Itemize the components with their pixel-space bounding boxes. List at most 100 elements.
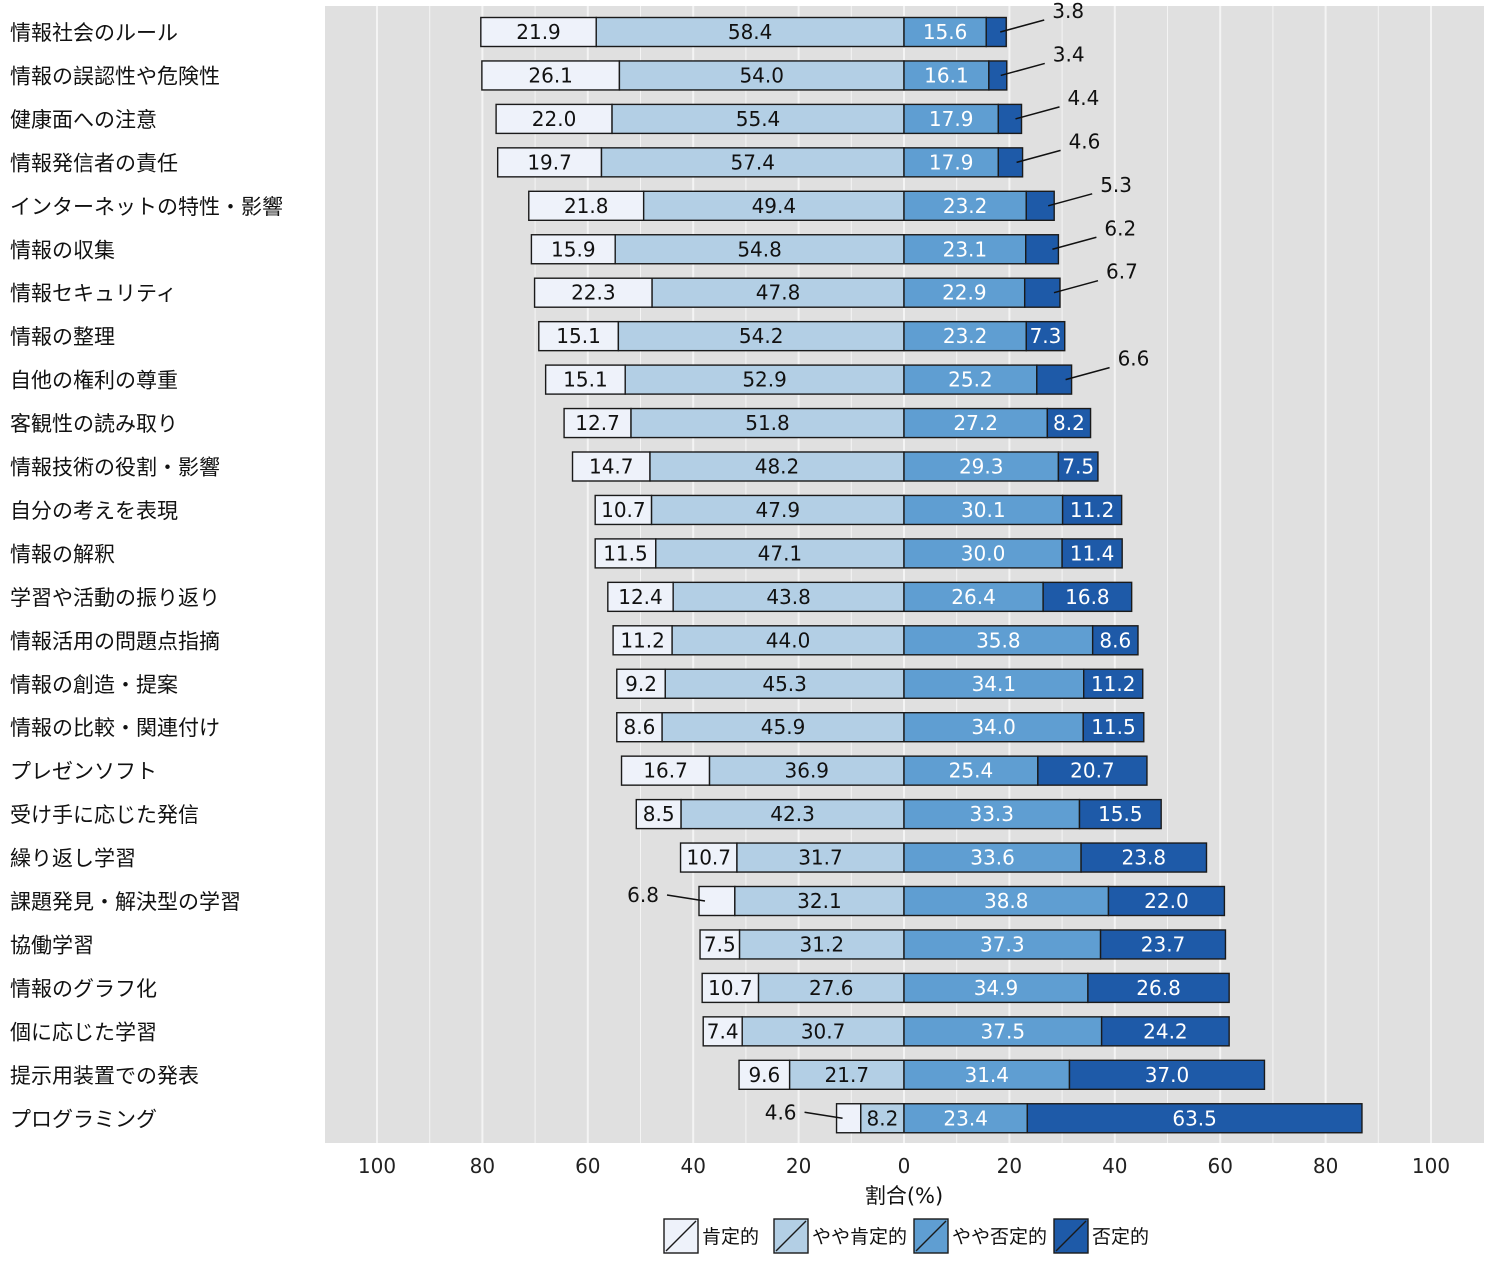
bar-segment	[903, 885, 1110, 917]
x-tick-label: 60	[575, 1154, 600, 1178]
category-label: 情報セキュリティ	[10, 282, 177, 306]
data-label: 15.6	[923, 20, 968, 44]
bar-segment	[903, 320, 1027, 352]
data-label: 47.1	[758, 541, 803, 565]
data-label: 54.2	[739, 324, 784, 348]
data-label: 21.8	[564, 194, 609, 218]
data-label: 33.6	[970, 846, 1015, 870]
category-label: インターネットの特性・影響	[10, 195, 283, 219]
bar-segment	[699, 929, 741, 960]
bar-segment	[607, 581, 674, 613]
bar-segment	[533, 277, 653, 308]
bar-segment	[614, 234, 905, 265]
data-label: 8.6	[1099, 628, 1131, 652]
data-label: 7.3	[1030, 324, 1062, 348]
data-label: 8.6	[624, 715, 656, 739]
data-label: 6.2	[1104, 216, 1136, 240]
data-label: 27.2	[953, 411, 998, 435]
x-tick-label: 40	[1102, 1154, 1127, 1178]
data-label: 14.7	[589, 455, 634, 479]
bar-segment	[480, 16, 597, 48]
bar-segment	[1107, 885, 1226, 917]
leader-line	[1052, 236, 1097, 250]
category-label: 情報の誤認性や危険性	[10, 64, 220, 88]
bar-segment	[903, 625, 1094, 656]
data-label: 25.2	[948, 368, 993, 392]
bar-segment	[661, 712, 905, 743]
data-label: 30.0	[961, 541, 1006, 565]
data-label: 4.4	[1068, 86, 1100, 110]
category-label: 提示用装置での発表	[10, 1064, 199, 1088]
leader-line	[1000, 62, 1045, 77]
bar-segment	[741, 1016, 905, 1047]
data-label: 11.4	[1070, 541, 1115, 565]
category-labels: 情報社会のルール情報の誤認性や危険性健康面への注意情報発信者の責任インターネット…	[10, 21, 283, 1131]
data-label: 34.9	[974, 976, 1019, 1000]
data-label: 22.0	[532, 107, 577, 131]
bar-segment	[903, 277, 1026, 308]
data-label: 30.7	[801, 1019, 846, 1043]
x-axis-title: 割合(%)	[865, 1184, 943, 1208]
legend: 肯定的 やや肯定的 やや否定的 否定的	[663, 1218, 1149, 1254]
category-label: 情報の比較・関連付け	[10, 716, 220, 740]
bar-segment	[903, 798, 1081, 830]
bar-segment	[650, 494, 905, 526]
leader-line	[666, 894, 706, 902]
data-label: 63.5	[1172, 1106, 1217, 1130]
x-tick-label: 40	[680, 1154, 705, 1178]
data-label: 15.1	[556, 324, 601, 348]
data-label: 45.3	[762, 672, 807, 696]
x-tick-label: 0	[898, 1154, 911, 1178]
data-label: 7.5	[1062, 455, 1094, 479]
data-label: 38.8	[984, 889, 1029, 913]
data-label: 19.7	[527, 150, 572, 174]
data-label: 54.8	[737, 237, 782, 261]
bar-segment	[563, 407, 632, 439]
bar-segment	[985, 16, 1007, 48]
data-label: 54.0	[739, 63, 784, 87]
category-label: 情報活用の問題点指摘	[10, 629, 220, 653]
data-label: 12.4	[618, 585, 663, 609]
legend-swatch-slash	[1055, 1220, 1087, 1252]
data-label: 4.6	[765, 1100, 797, 1124]
data-label: 7.5	[704, 932, 736, 956]
bar-segment	[600, 147, 905, 178]
legend-label: やや否定的	[952, 1226, 1047, 1248]
bar-segment	[997, 103, 1023, 135]
data-label: 48.2	[755, 455, 800, 479]
bar-segment	[903, 538, 1063, 569]
bar-segment	[538, 320, 620, 352]
category-label: 受け手に応じた発信	[10, 803, 199, 827]
data-label: 8.2	[1053, 411, 1085, 435]
data-label: 31.2	[800, 932, 845, 956]
data-label: 47.9	[756, 498, 801, 522]
data-label: 49.4	[752, 194, 797, 218]
bars	[480, 16, 1363, 1134]
data-label: 21.9	[516, 20, 561, 44]
leader-line	[1016, 149, 1061, 164]
data-label: 37.3	[980, 932, 1025, 956]
category-label: プレゼンソフト	[10, 760, 157, 784]
data-label: 6.8	[627, 883, 659, 907]
data-label: 34.0	[971, 715, 1016, 739]
data-label: 3.4	[1053, 42, 1085, 66]
data-label: 8.2	[866, 1106, 898, 1130]
bar-segment	[1025, 320, 1066, 352]
bar-segment	[530, 234, 616, 265]
category-label: 情報の収集	[10, 238, 115, 262]
data-label: 22.9	[942, 281, 987, 305]
data-label: 23.8	[1122, 846, 1167, 870]
category-label: 自他の権利の尊重	[10, 369, 178, 393]
bar-segment	[1061, 538, 1123, 569]
bar-segment	[1068, 1059, 1266, 1091]
category-label: 健康面への注意	[10, 108, 157, 132]
legend-swatch-slash	[775, 1220, 807, 1252]
legend-swatch-slash	[665, 1220, 697, 1252]
x-tick-label: 80	[470, 1154, 495, 1178]
data-label: 11.2	[1070, 498, 1115, 522]
legend-label: 否定的	[1092, 1226, 1149, 1248]
bar-segment	[624, 364, 905, 395]
data-label: 11.2	[1091, 672, 1136, 696]
data-label: 20.7	[1070, 759, 1115, 783]
